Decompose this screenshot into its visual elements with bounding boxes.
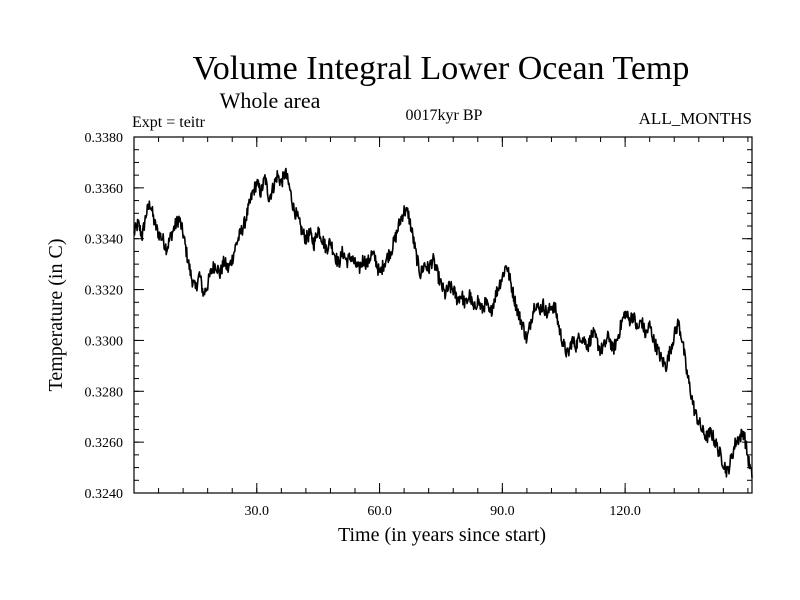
y-tick-label: 0.3260 — [85, 436, 124, 451]
y-tick-label: 0.3360 — [85, 182, 124, 197]
data-series-line — [133, 167, 753, 478]
x-axis-label: Time (in years since start) — [338, 524, 546, 546]
y-axis-label: Temperature (in C) — [45, 239, 67, 392]
months-label: ALL_MONTHS — [639, 109, 752, 128]
y-tick-label: 0.3240 — [85, 487, 124, 502]
y-tick-label: 0.3320 — [85, 284, 124, 299]
chart-title: Volume Integral Lower Ocean Temp — [193, 50, 690, 87]
y-tick-label: 0.3300 — [85, 334, 124, 349]
x-tick-label: 30.0 — [245, 504, 270, 519]
y-axis: 0.3240 0.3260 0.3280 0.3300 0.3320 0.3340 0.33… — [85, 131, 752, 502]
period-label: 0017kyr BP — [406, 107, 483, 124]
x-tick-label: 60.0 — [367, 504, 392, 519]
x-tick-label: 90.0 — [490, 504, 515, 519]
x-axis: 30.0 60.0 90.0 120.0 — [158, 137, 749, 519]
x-tick-label: 120.0 — [609, 504, 641, 519]
plot-frame — [133, 136, 753, 494]
y-tick-label: 0.3280 — [85, 385, 124, 400]
chart-subtitle: Whole area — [220, 88, 321, 113]
experiment-label: Expt = teitr — [132, 114, 206, 131]
y-tick-label: 0.3380 — [85, 131, 124, 146]
y-tick-label: 0.3340 — [85, 233, 124, 248]
